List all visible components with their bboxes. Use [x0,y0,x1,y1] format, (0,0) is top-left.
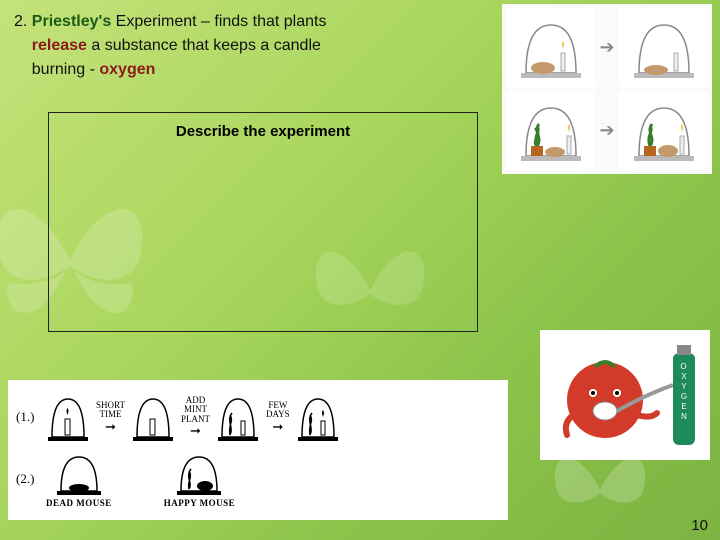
arrow-icon: ➔ [599,91,615,170]
title-dash-finds: – finds that plants [197,13,327,30]
belljar-a [506,8,595,87]
title-release: release [32,37,87,54]
svg-text:Y: Y [681,382,687,391]
title-tail1: a substance that keeps a candle [87,37,321,54]
row1-number: (1.) [16,409,40,425]
page-number: 10 [691,517,708,534]
jar-plant-candle-lit [296,391,340,443]
label-add-mint: ADDMINTPLANT ➞ [181,396,210,438]
strip-row-1: (1.) SHORTTIME ➞ ADDMINTPLANT ➞ FEWDAYS … [16,386,500,448]
jar-candle-lit [46,391,90,443]
label-dead-mouse: DEAD MOUSE [46,499,112,508]
belljar-b [619,8,708,87]
title-word-experiment: Experiment [116,13,197,30]
belljar-d [619,91,708,170]
title-tail2: burning - [32,61,100,78]
belljar-c [506,91,595,170]
slide-title: 2. Priestley's Experiment – finds that p… [14,10,474,82]
oxygen-tank-label: O [680,362,687,371]
svg-text:E: E [681,402,686,411]
jar-dead-mouse: DEAD MOUSE [46,449,112,508]
describe-header: Describe the experiment [63,123,463,140]
comic-strip: (1.) SHORTTIME ➞ ADDMINTPLANT ➞ FEWDAYS … [8,380,508,520]
label-short-time: SHORTTIME ➞ [96,401,125,434]
strip-row-2: (2.) DEAD MOUSE HAPPY MOUSE [16,448,500,510]
label-few-days: FEWDAYS ➞ [266,401,290,434]
svg-text:G: G [681,392,687,401]
describe-box: Describe the experiment [48,112,478,332]
jar-happy-mouse: HAPPY MOUSE [164,449,235,508]
oxygen-cartoon: O X Y G E N [540,330,710,460]
title-name: Priestley's [32,13,111,30]
label-happy-mouse: HAPPY MOUSE [164,499,235,508]
svg-text:N: N [681,412,687,421]
title-oxygen: oxygen [99,61,155,78]
belljar-diagram: ➔ ➔ [502,4,712,174]
title-number: 2. [14,13,27,30]
svg-text:X: X [681,372,687,381]
arrow-icon: ➔ [599,8,615,87]
jar-candle-out [131,391,175,443]
jar-with-plant [216,391,260,443]
row2-number: (2.) [16,471,40,487]
